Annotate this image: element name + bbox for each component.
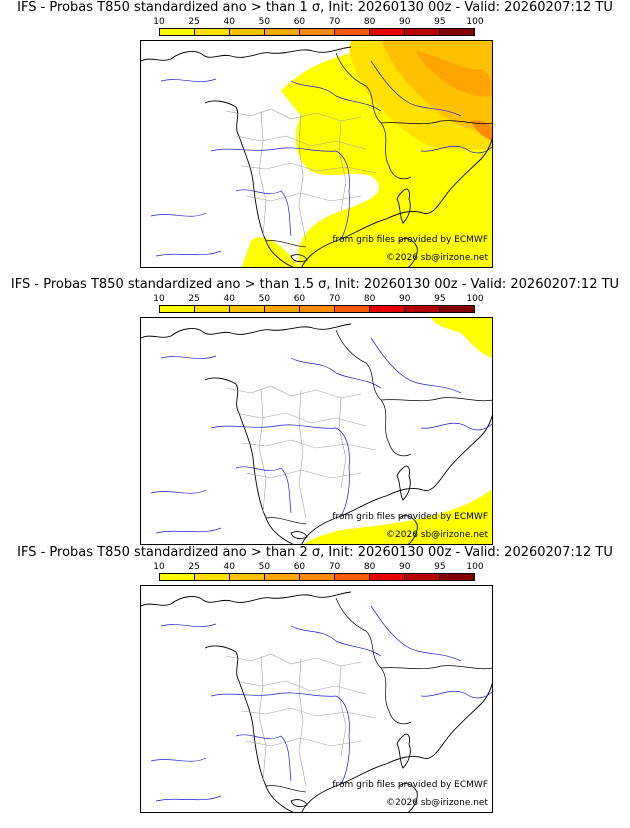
data-source-credit: from grib files provided by ECMWF (332, 235, 488, 245)
colorbar-segment (440, 29, 474, 35)
colorbar-segment (230, 29, 265, 35)
colorbar (159, 305, 475, 313)
colorbar-segment (195, 306, 230, 312)
prob-area-10-south (241, 237, 300, 267)
colorbar-segment (160, 29, 195, 35)
map-france-2sigma: from grib files provided by ECMWF ©2026 … (140, 585, 493, 813)
colorbar-segment (300, 574, 335, 580)
colorbar-segment (195, 574, 230, 580)
colorbar-segment (160, 306, 195, 312)
colorbar-tick-label: 60 (293, 562, 306, 572)
colorbar-tick-label: 70 (328, 17, 341, 27)
colorbar-tick-label: 80 (363, 562, 376, 572)
colorbar-segment (335, 29, 370, 35)
colorbar-tick-label: 40 (223, 17, 235, 27)
colorbar-tick-label: 60 (293, 17, 306, 27)
colorbar-segment (405, 574, 440, 580)
map-france-1sigma: from grib files provided by ECMWF ©2026 … (140, 40, 493, 268)
colorbar-tick-label: 25 (188, 562, 200, 572)
colorbar-segment (300, 29, 335, 35)
panel-title: IFS - Probas T850 standardized ano > tha… (17, 545, 613, 560)
colorbar-tick-label: 90 (399, 17, 411, 27)
colorbar-tick-label: 100 (466, 562, 484, 572)
colorbar-segment (265, 29, 300, 35)
colorbar-ticks: 10 25 40 50 60 70 80 90 95 100 (142, 562, 484, 572)
panel-title: IFS - Probas T850 standardized ano > tha… (10, 277, 620, 292)
prob-area-60 (471, 120, 492, 141)
colorbar-segment (405, 29, 440, 35)
colorbar-tick-label: 95 (434, 294, 446, 304)
probability-map-panel-1-5sigma: IFS - Probas T850 standardized ano > tha… (0, 277, 630, 553)
copyright-credit: ©2026 sb@irizone.net (386, 253, 488, 263)
colorbar-tick-label: 90 (399, 294, 411, 304)
colorbar-tick-label: 100 (466, 17, 484, 27)
colorbar-ticks: 10 25 40 50 60 70 80 90 95 100 (142, 17, 484, 27)
copyright-credit: ©2026 sb@irizone.net (386, 530, 488, 540)
prob-area-50 (416, 51, 492, 97)
colorbar-tick-label: 10 (153, 294, 165, 304)
colorbar-tick-label: 25 (188, 17, 200, 27)
colorbar-ticks: 10 25 40 50 60 70 80 90 95 100 (142, 294, 484, 304)
colorbar-tick-label: 70 (328, 562, 341, 572)
colorbar-segment (195, 29, 230, 35)
colorbar-tick-label: 40 (223, 294, 235, 304)
colorbar-segment (265, 306, 300, 312)
prob-area-10-se (303, 489, 492, 544)
colorbar (159, 573, 475, 581)
colorbar-segment (405, 306, 440, 312)
colorbar-segment (300, 306, 335, 312)
colorbar-tick-label: 90 (399, 562, 411, 572)
colorbar-segment (335, 306, 370, 312)
probability-map-panel-2sigma: IFS - Probas T850 standardized ano > tha… (0, 545, 630, 828)
colorbar-tick-label: 10 (153, 17, 165, 27)
colorbar-tick-label: 95 (434, 17, 446, 27)
colorbar-tick-label: 95 (434, 562, 446, 572)
colorbar-segment (160, 574, 195, 580)
probability-map-panel-1sigma: IFS - Probas T850 standardized ano > tha… (0, 0, 630, 276)
colorbar-tick-label: 50 (258, 294, 271, 304)
copyright-credit: ©2026 sb@irizone.net (386, 798, 488, 808)
colorbar-tick-label: 50 (258, 17, 271, 27)
prob-area-40 (381, 41, 492, 132)
colorbar (159, 28, 475, 36)
prob-area-10-ne (431, 318, 492, 358)
colorbar-tick-label: 40 (223, 562, 235, 572)
colorbar-tick-label: 10 (153, 562, 165, 572)
colorbar-tick-label: 80 (363, 17, 376, 27)
colorbar-tick-label: 60 (293, 294, 306, 304)
panel-title: IFS - Probas T850 standardized ano > tha… (17, 0, 613, 15)
map-france-1-5sigma: from grib files provided by ECMWF ©2026 … (140, 317, 493, 545)
colorbar-segment (370, 306, 405, 312)
colorbar-segment (440, 306, 474, 312)
colorbar-tick-label: 25 (188, 294, 200, 304)
colorbar-segment (440, 574, 474, 580)
colorbar-tick-label: 70 (328, 294, 341, 304)
colorbar-tick-label: 50 (258, 562, 271, 572)
colorbar-tick-label: 80 (363, 294, 376, 304)
colorbar-segment (230, 306, 265, 312)
colorbar-tick-label: 100 (466, 294, 484, 304)
data-source-credit: from grib files provided by ECMWF (332, 780, 488, 790)
colorbar-segment (335, 574, 370, 580)
colorbar-segment (370, 29, 405, 35)
colorbar-segment (265, 574, 300, 580)
colorbar-segment (230, 574, 265, 580)
data-source-credit: from grib files provided by ECMWF (332, 512, 488, 522)
colorbar-segment (370, 574, 405, 580)
